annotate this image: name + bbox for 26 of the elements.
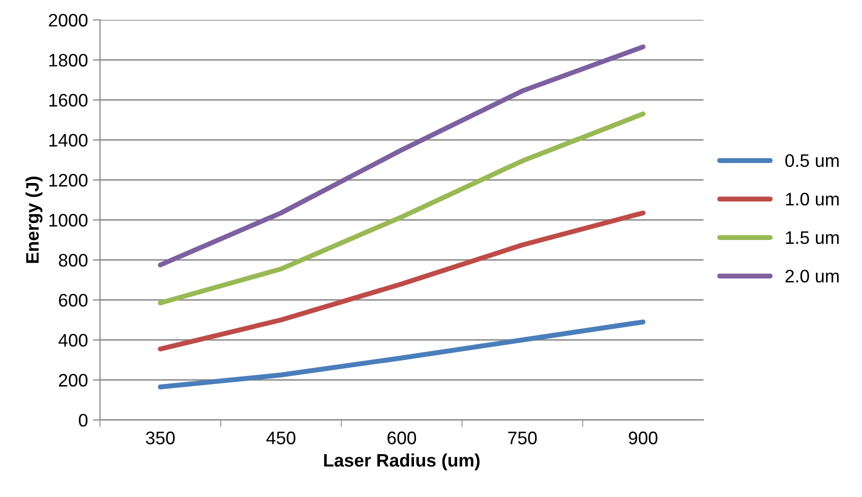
y-tick-label: 200 <box>58 374 88 387</box>
x-tick-label: 600 <box>388 432 416 444</box>
x-tick-label: 900 <box>628 432 658 444</box>
legend-label: 1.0 um <box>786 192 839 206</box>
line-series <box>158 320 646 390</box>
y-tick-label: 600 <box>58 294 88 307</box>
y-tick-label: 0 <box>78 414 88 427</box>
y-tick-label: 1600 <box>49 94 88 107</box>
legend-label: 0.5 um <box>785 154 839 168</box>
x-tick-label: 350 <box>146 432 175 444</box>
y-tick-label: 1800 <box>49 54 88 67</box>
y-tick-label: 400 <box>58 334 88 347</box>
legend-label: 2.0 um <box>786 270 839 283</box>
line-series <box>158 111 646 306</box>
x-tick-label: 450 <box>266 432 296 444</box>
y-tick-label: 1400 <box>49 134 88 147</box>
x-axis-title: Laser Radius (um) <box>324 453 480 470</box>
y-tick-label: 2000 <box>48 14 88 27</box>
legend-label: 1.5 um <box>786 231 839 244</box>
line-series <box>158 44 646 268</box>
y-tick-label: 800 <box>58 254 88 267</box>
line-series <box>158 210 646 352</box>
y-tick-label: 1200 <box>49 174 88 187</box>
y-tick-label: 1000 <box>49 214 88 227</box>
y-axis-title: Energy (J) <box>26 176 42 263</box>
x-tick-label: 750 <box>508 432 537 444</box>
